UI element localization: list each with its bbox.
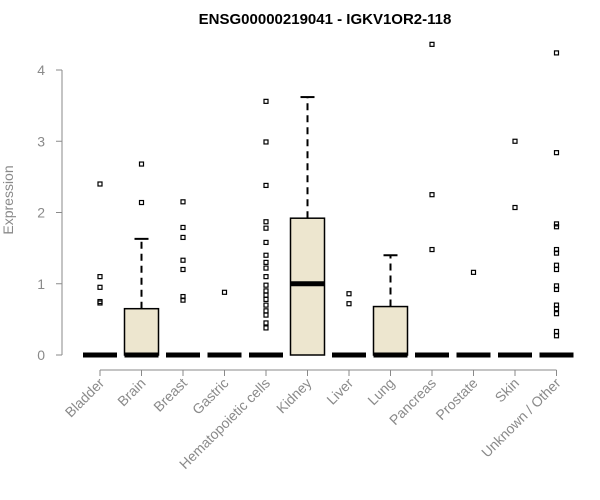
- x-tick-label: Unknown / Other: [478, 375, 564, 461]
- y-axis: 0 1 2 3 4: [37, 62, 63, 363]
- outlier-point: [512, 138, 518, 144]
- outlier-point: [263, 259, 269, 265]
- outlier-point: [346, 301, 352, 307]
- box-kidney: [289, 96, 326, 356]
- box-skin: [498, 138, 532, 358]
- outlier-point: [263, 282, 269, 288]
- x-tick-label: Lung: [364, 375, 397, 408]
- outlier-point: [263, 219, 269, 225]
- outlier-point: [263, 98, 269, 104]
- box-prostate: [456, 269, 491, 358]
- y-tick-label: 0: [37, 347, 45, 363]
- outlier-point: [346, 291, 352, 297]
- outlier-point: [263, 182, 269, 189]
- iqr-box: [372, 305, 409, 356]
- outlier-point: [263, 296, 269, 303]
- box-hematopoietic-cells: [249, 98, 283, 358]
- outlier-point: [553, 286, 560, 293]
- box-pancreas: [415, 41, 449, 358]
- box-unknown-other: [539, 50, 574, 358]
- box-bladder: [83, 181, 117, 358]
- outlier-point: [263, 312, 269, 318]
- outlier-point: [221, 289, 228, 295]
- box-series: [83, 41, 574, 358]
- outlier-point: [429, 246, 435, 253]
- outlier-point: [97, 300, 103, 306]
- x-tick-label: Brain: [114, 375, 148, 409]
- outlier-point: [180, 297, 186, 303]
- chart-title: ENSG00000219041 - IGKV1OR2-118: [199, 11, 452, 28]
- outlier-point: [263, 288, 269, 294]
- y-tick-label: 4: [37, 62, 45, 78]
- y-tick-label: 3: [37, 133, 45, 149]
- outlier-point: [429, 41, 435, 47]
- outlier-point: [97, 274, 103, 280]
- x-tick-label: Breast: [150, 375, 190, 415]
- x-tick-label: Bladder: [62, 375, 108, 421]
- outlier-point: [263, 139, 269, 145]
- outlier-point: [553, 150, 560, 156]
- outlier-point: [263, 308, 269, 314]
- box-liver: [332, 291, 366, 358]
- outlier-point: [263, 252, 269, 258]
- outlier-point: [553, 50, 560, 56]
- box-lung: [372, 254, 409, 358]
- outlier-point: [138, 161, 145, 167]
- outlier-point: [512, 204, 518, 211]
- outlier-point: [263, 239, 269, 246]
- outlier-point: [263, 302, 269, 308]
- outlier-point: [263, 325, 269, 331]
- iqr-box: [289, 217, 326, 356]
- outlier-point: [553, 311, 560, 317]
- outlier-point: [553, 262, 560, 268]
- outlier-point: [553, 306, 560, 312]
- outlier-point: [180, 266, 186, 273]
- outlier-point: [429, 192, 435, 198]
- outlier-point: [263, 225, 269, 231]
- outlier-point: [553, 250, 560, 256]
- outlier-point: [263, 265, 269, 271]
- box-brain: [123, 161, 160, 358]
- outlier-point: [553, 266, 560, 273]
- outlier-point: [553, 333, 560, 339]
- outlier-point: [97, 284, 103, 290]
- outlier-point: [180, 224, 186, 231]
- outlier-point: [553, 224, 560, 230]
- outlier-point: [180, 234, 186, 241]
- outlier-point: [553, 221, 560, 227]
- y-tick-label: 1: [37, 276, 45, 292]
- outlier-point: [470, 269, 477, 275]
- x-tick-label: Kidney: [273, 375, 315, 417]
- y-axis-label: Expression: [0, 165, 16, 234]
- outlier-point: [263, 292, 269, 298]
- outlier-point: [180, 257, 186, 263]
- outlier-point: [97, 181, 103, 187]
- outlier-point: [553, 328, 560, 335]
- outlier-point: [138, 199, 145, 206]
- x-tick-label: Prostate: [432, 375, 480, 423]
- outlier-point: [263, 320, 269, 326]
- x-tick-label: Skin: [492, 375, 523, 406]
- y-tick-label: 2: [37, 205, 45, 221]
- box-gastric: [207, 289, 242, 358]
- box-breast: [166, 199, 200, 358]
- outlier-point: [263, 274, 269, 280]
- outlier-point: [180, 199, 186, 205]
- x-tick-label: Liver: [323, 375, 356, 408]
- iqr-box: [123, 307, 160, 356]
